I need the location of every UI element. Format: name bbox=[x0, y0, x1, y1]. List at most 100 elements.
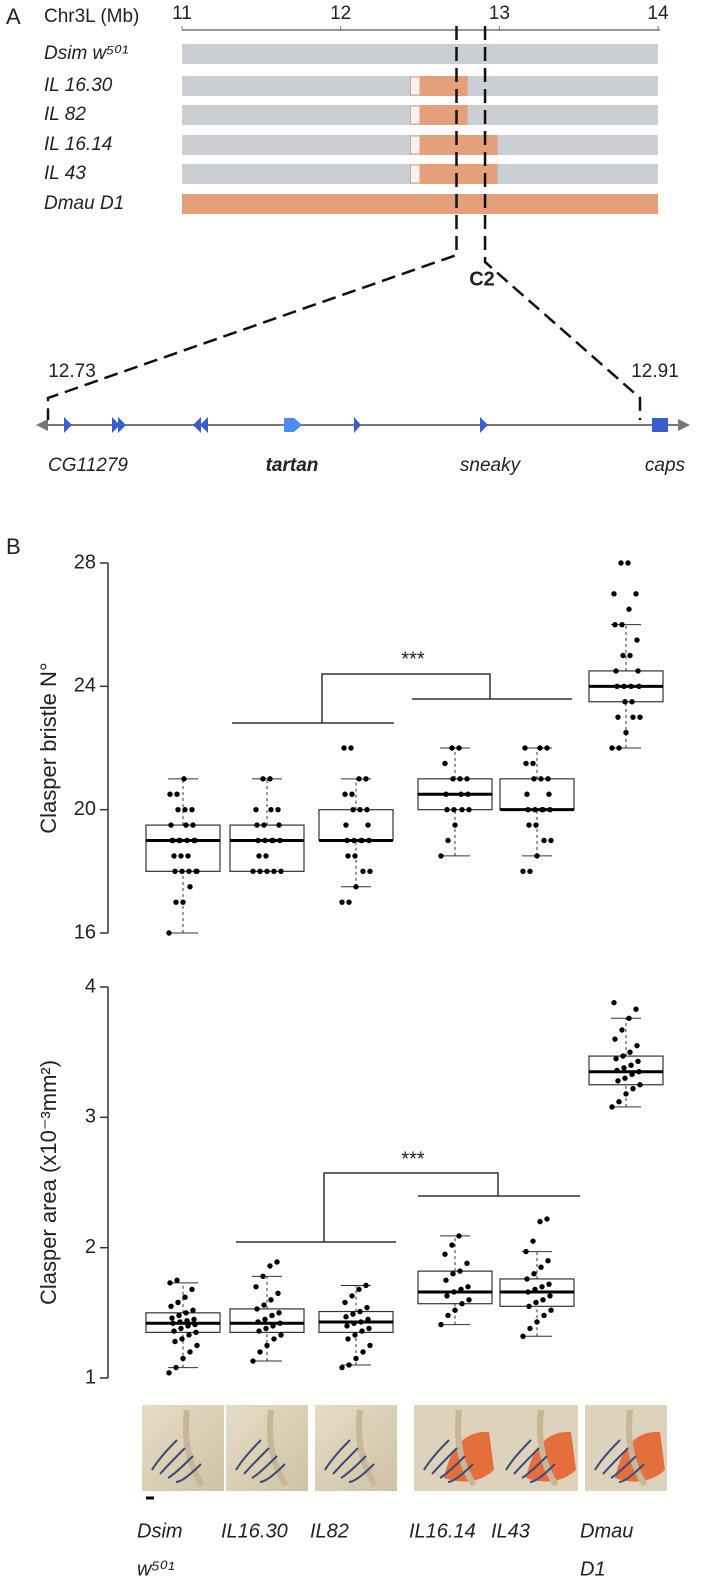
data-point bbox=[457, 1268, 463, 1274]
data-point bbox=[459, 1301, 465, 1307]
data-point bbox=[173, 899, 179, 905]
data-point bbox=[458, 791, 464, 797]
data-point bbox=[443, 1277, 449, 1283]
panel-label: B bbox=[6, 534, 21, 559]
data-point bbox=[620, 652, 626, 659]
data-point bbox=[255, 1319, 261, 1325]
data-point bbox=[169, 837, 175, 844]
data-point bbox=[629, 1071, 635, 1078]
data-point bbox=[183, 1310, 189, 1316]
data-point bbox=[465, 791, 471, 797]
data-point bbox=[363, 776, 369, 782]
data-point bbox=[443, 791, 449, 797]
data-point bbox=[537, 745, 543, 751]
significance: *** bbox=[401, 648, 425, 670]
data-point bbox=[525, 806, 531, 813]
data-point bbox=[260, 1273, 266, 1280]
bristle bbox=[151, 1439, 178, 1471]
data-point bbox=[614, 683, 620, 690]
data-point bbox=[530, 760, 536, 767]
data-point bbox=[520, 868, 526, 875]
data-point bbox=[253, 1284, 259, 1290]
bristle bbox=[159, 1447, 186, 1475]
data-point bbox=[189, 1286, 195, 1293]
data-point bbox=[630, 1085, 636, 1092]
data-point bbox=[613, 668, 619, 674]
data-point bbox=[268, 806, 274, 813]
data-point bbox=[444, 1293, 450, 1299]
data-point bbox=[525, 1289, 531, 1295]
data-point bbox=[277, 1320, 283, 1326]
y-tick-label: 24 bbox=[74, 675, 96, 697]
data-point bbox=[345, 853, 351, 859]
data-point bbox=[619, 1027, 625, 1033]
data-point bbox=[168, 1303, 174, 1310]
region-end: 12.91 bbox=[631, 361, 679, 382]
data-point bbox=[183, 822, 189, 828]
photo bbox=[142, 1405, 224, 1491]
data-point bbox=[176, 837, 182, 844]
data-point bbox=[274, 1259, 280, 1265]
data-point bbox=[530, 1238, 536, 1244]
category-label: IL16.30 bbox=[221, 1520, 288, 1542]
data-point bbox=[178, 1325, 184, 1332]
bristle bbox=[505, 1439, 532, 1471]
data-point bbox=[526, 822, 532, 828]
introgression bbox=[420, 164, 498, 184]
line-name: IL 43 bbox=[44, 163, 86, 184]
data-point bbox=[250, 868, 256, 875]
y-tick-label: 16 bbox=[74, 921, 96, 943]
data-point bbox=[257, 868, 263, 875]
data-point bbox=[358, 1319, 364, 1325]
data-point bbox=[531, 1271, 537, 1277]
gene-label: CG11279 bbox=[48, 455, 128, 476]
bristle bbox=[513, 1447, 540, 1475]
data-point bbox=[342, 1299, 348, 1306]
y-tick-label: 1 bbox=[85, 1366, 96, 1388]
data-point bbox=[636, 1069, 642, 1075]
data-point bbox=[358, 837, 364, 844]
data-point bbox=[537, 1218, 543, 1225]
data-point bbox=[174, 1277, 180, 1283]
data-point bbox=[523, 1248, 529, 1255]
region-start: 12.73 bbox=[48, 361, 96, 382]
data-point bbox=[547, 1293, 553, 1299]
data-point bbox=[191, 1316, 197, 1323]
photo bbox=[226, 1405, 308, 1491]
data-point bbox=[524, 1276, 530, 1282]
data-point bbox=[187, 1349, 193, 1355]
box bbox=[229, 824, 305, 872]
data-point bbox=[611, 999, 617, 1006]
data-point bbox=[541, 837, 547, 844]
introgression bbox=[182, 194, 658, 214]
data-point bbox=[637, 714, 643, 720]
data-point bbox=[626, 1015, 632, 1021]
category-label: w⁵⁰¹ bbox=[137, 1558, 175, 1580]
data-point bbox=[623, 1091, 629, 1097]
data-point bbox=[177, 1319, 183, 1325]
uncertain-region bbox=[409, 105, 421, 125]
data-point bbox=[193, 1329, 199, 1336]
data-point bbox=[527, 868, 533, 875]
data-point bbox=[194, 1342, 200, 1349]
data-point bbox=[634, 1042, 640, 1049]
data-point bbox=[168, 822, 174, 828]
data-point bbox=[615, 714, 621, 720]
data-point bbox=[538, 1264, 544, 1270]
y-tick-label: 3 bbox=[85, 1106, 96, 1128]
data-point bbox=[341, 745, 347, 751]
data-point bbox=[612, 621, 618, 628]
data-point bbox=[522, 745, 528, 751]
bristle bbox=[324, 1439, 351, 1471]
data-point bbox=[622, 699, 628, 705]
bristle bbox=[259, 1463, 286, 1483]
data-point bbox=[190, 1307, 196, 1313]
bristle bbox=[251, 1455, 278, 1479]
category-label: Dsim bbox=[137, 1520, 183, 1542]
data-point bbox=[264, 868, 270, 875]
data-point bbox=[276, 1310, 282, 1316]
data-point bbox=[364, 806, 370, 813]
data-point bbox=[182, 1294, 188, 1300]
bristle bbox=[243, 1447, 270, 1475]
x-tick-label: 12 bbox=[330, 3, 351, 24]
